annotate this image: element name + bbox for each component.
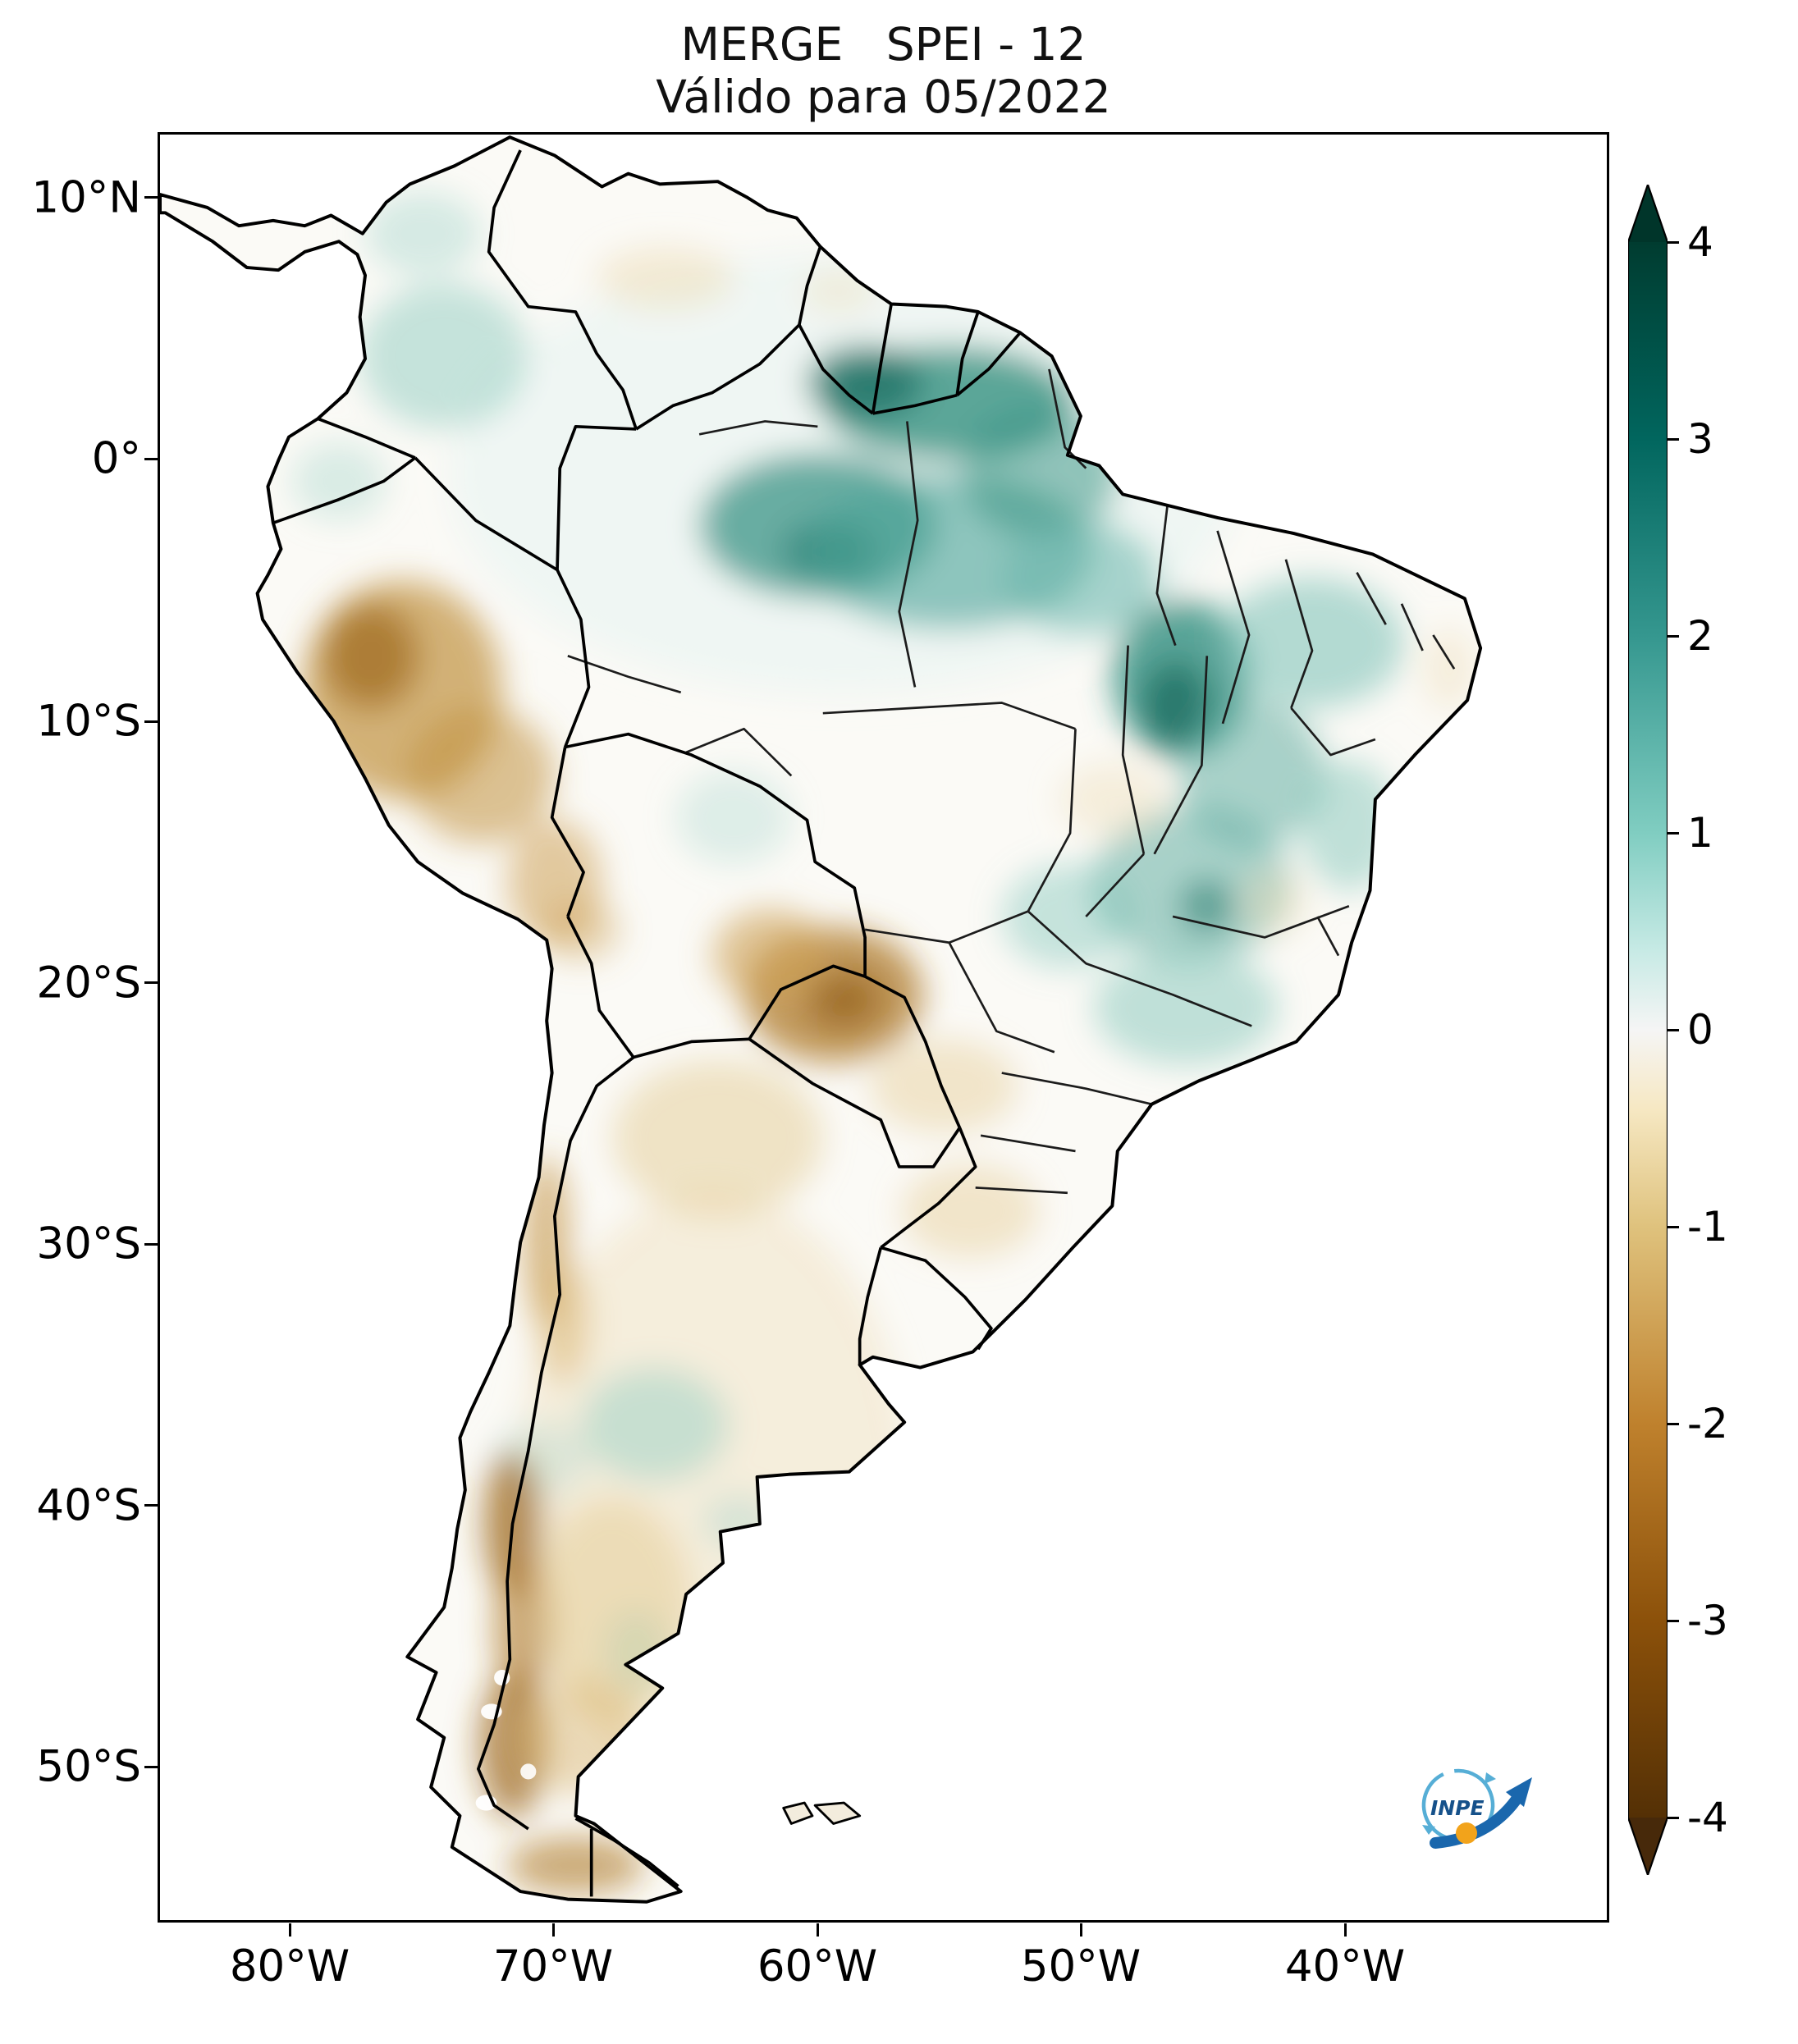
falkland-islands <box>782 1801 862 1825</box>
x-axis-tick-label: 80°W <box>229 1941 350 1991</box>
y-axis-tick-label: 50°S <box>36 1741 141 1792</box>
colorbar-tick-label: 1 <box>1687 809 1713 857</box>
map-plot-area <box>158 132 1609 1923</box>
colorbar-tick-mark <box>1668 1423 1679 1425</box>
y-axis-tick-label: 20°S <box>36 958 141 1008</box>
orbit-arrowhead-icon <box>1422 1825 1435 1835</box>
x-axis-tick-label: 70°W <box>492 1941 614 1991</box>
x-axis-tick-label: 50°W <box>1020 1941 1141 1991</box>
figure-subtitle: Válido para 05/2022 <box>656 71 1111 123</box>
y-axis-tick-label: 10°N <box>31 172 141 223</box>
y-tick-mark <box>144 1766 158 1768</box>
y-axis-tick-label: 10°S <box>36 696 141 747</box>
orange-globe-icon <box>1456 1822 1477 1844</box>
figure-title: MERGE SPEI - 12 <box>680 18 1087 71</box>
x-tick-mark <box>1080 1923 1082 1937</box>
x-axis-tick-label: 40°W <box>1284 1941 1406 1991</box>
y-tick-mark <box>144 1504 158 1507</box>
swoosh-arrowhead-icon <box>1506 1777 1532 1807</box>
orbit-arrowhead-icon <box>1485 1772 1496 1784</box>
y-axis-tick-label: 0° <box>91 433 141 484</box>
state-borders <box>567 368 1456 1195</box>
colorbar-tick-label: 4 <box>1687 218 1713 266</box>
colorbar-tick-mark <box>1668 1226 1679 1228</box>
x-tick-mark <box>817 1923 819 1937</box>
y-tick-mark <box>144 458 158 460</box>
y-axis-tick-label: 40°S <box>36 1480 141 1531</box>
inpe-logo-text: INPE <box>1430 1796 1485 1820</box>
y-tick-mark <box>144 720 158 723</box>
colorbar-tick-label: 3 <box>1687 415 1713 463</box>
colorbar-tick-label: 0 <box>1687 1006 1713 1054</box>
colorbar-tick-mark <box>1668 1029 1679 1031</box>
y-tick-mark <box>144 981 158 984</box>
y-tick-mark <box>144 1243 158 1246</box>
colorbar-tick-label: -1 <box>1687 1203 1728 1251</box>
colorbar-tick-mark <box>1668 241 1679 244</box>
south-america-map <box>160 135 1483 1904</box>
colorbar-tick-label: -2 <box>1687 1400 1728 1447</box>
colorbar-tick-mark <box>1668 438 1679 441</box>
colorbar-tick-mark <box>1668 635 1679 638</box>
swoosh-arrow-icon <box>1430 1795 1521 1849</box>
colorbar-tick-mark <box>1668 1817 1679 1819</box>
inpe-logo-graphic: INPE <box>1421 1768 1532 1849</box>
colorbar-tick-mark <box>1668 1620 1679 1622</box>
y-tick-mark <box>144 196 158 199</box>
x-tick-mark <box>289 1923 291 1937</box>
colorbar <box>1626 181 1669 1878</box>
colorbar-tick-label: 2 <box>1687 612 1713 660</box>
colorbar-tick-label: -4 <box>1687 1794 1728 1841</box>
x-tick-mark <box>1344 1923 1347 1937</box>
colorbar-tick-label: -3 <box>1687 1597 1728 1644</box>
x-tick-mark <box>552 1923 555 1937</box>
coastline <box>160 135 1483 1904</box>
colorbar-tick-mark <box>1668 832 1679 835</box>
colorbar-gradient <box>1626 181 1669 1878</box>
y-axis-tick-label: 30°S <box>36 1219 141 1269</box>
inpe-logo: INPE <box>1407 1754 1555 1859</box>
x-axis-tick-label: 60°W <box>757 1941 878 1991</box>
title-block: MERGE SPEI - 12 Válido para 05/2022 <box>158 18 1609 123</box>
country-borders <box>272 149 1022 1897</box>
